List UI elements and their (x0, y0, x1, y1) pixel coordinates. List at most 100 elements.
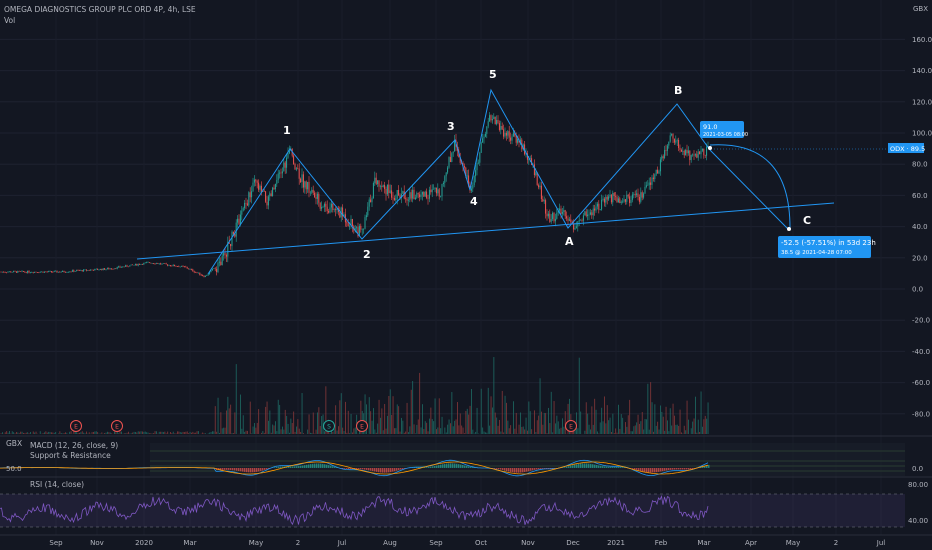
price-tick-label: -80.0 (912, 410, 930, 418)
candle-body (354, 228, 356, 231)
volume-bar (374, 429, 376, 434)
volume-bar (486, 432, 488, 434)
volume-bar (403, 432, 405, 434)
volume-bar (629, 399, 631, 434)
candle-body (346, 222, 348, 224)
volume-bar (578, 357, 580, 434)
earnings-badge-icon[interactable] (70, 420, 82, 432)
volume-bar (149, 433, 150, 434)
macd-histogram-bar (496, 468, 498, 469)
candle-body (409, 192, 411, 200)
time-tick-label: Nov (521, 539, 535, 547)
volume-bar (564, 411, 566, 434)
candle-body (517, 138, 519, 143)
macd-histogram-bar (522, 468, 524, 473)
candle-body (343, 214, 345, 217)
volume-bar (548, 407, 549, 434)
last-point-marker (708, 146, 712, 150)
volume-bar (345, 401, 346, 434)
macd-histogram-bar (356, 468, 358, 470)
candle-body (463, 165, 465, 168)
macd-histogram-bar (662, 468, 664, 472)
macd-histogram-bar (536, 468, 538, 470)
macd-histogram-bar (432, 466, 434, 468)
volume-bar (685, 430, 687, 434)
time-axis[interactable]: Sep Nov 2020 Mar May 2 Jul Aug Sep Oct Nov Dec 2021 F… (49, 539, 885, 547)
volume-bar (244, 431, 246, 434)
earnings-badge-icon[interactable] (356, 420, 368, 432)
volume-bar (485, 432, 486, 434)
candle-body (307, 181, 309, 190)
candle-body (459, 157, 461, 163)
volume-bar (489, 425, 491, 434)
volume-bar (251, 433, 253, 434)
candle-body (286, 157, 288, 168)
candle-body (367, 206, 369, 216)
earnings-badge-icon[interactable] (565, 420, 577, 432)
candle-body (647, 185, 649, 186)
macd-histogram-bar (424, 467, 426, 468)
candle-body (120, 267, 122, 268)
volume-bar (107, 431, 108, 434)
candle-body (176, 266, 178, 267)
volume-bar (543, 412, 545, 434)
earnings-badge-icon[interactable] (111, 420, 123, 432)
candle-body (406, 198, 408, 201)
volume-bar (240, 394, 241, 434)
macd-histogram-bar (250, 468, 252, 473)
candle-body (182, 265, 184, 267)
macd-histogram-bar (674, 468, 676, 470)
candle-body (231, 231, 233, 247)
candle-body (678, 139, 680, 148)
macd-histogram-bar (526, 468, 528, 472)
volume-bar (640, 421, 642, 434)
candle-body (669, 135, 671, 142)
volume-bar (433, 421, 435, 434)
candle-body (515, 135, 517, 143)
volume-bar (51, 432, 52, 434)
volume-bar (167, 431, 169, 434)
volume-bar (702, 426, 703, 434)
volume-bar (128, 431, 129, 434)
candle-body (158, 263, 160, 265)
volume-bar (559, 428, 561, 434)
split-badge-icon[interactable] (323, 420, 335, 432)
volume-bar (272, 424, 274, 434)
candle-body (130, 264, 132, 266)
volume-bar (214, 406, 216, 434)
volume-bar (52, 432, 54, 434)
candle-body (440, 196, 442, 198)
volume-bar (364, 394, 366, 434)
macd-histogram-bar (234, 468, 236, 471)
rsi-band (0, 494, 905, 527)
volume-bar (438, 398, 440, 434)
volume-bar (196, 431, 198, 434)
candle-body (514, 132, 516, 136)
candle-body (127, 266, 129, 268)
time-tick-label: Mar (183, 539, 196, 547)
price-tick-label: 80.0 (912, 161, 928, 169)
macd-histogram-bar (704, 465, 706, 468)
candle-body (301, 174, 303, 183)
volume-bar (359, 430, 360, 434)
candle-body (281, 171, 283, 174)
volume-bar (606, 405, 608, 434)
volume-bar (119, 431, 121, 434)
candle-body (6, 272, 8, 273)
volume-bar (39, 431, 41, 434)
macd-title: MACD (12, 26, close, 9) (30, 441, 118, 450)
volume-bar (23, 432, 24, 434)
volume-bar (18, 433, 20, 434)
candle-body (99, 268, 101, 270)
volume-bar (490, 396, 492, 434)
candle-body (498, 123, 500, 130)
candle-body (582, 215, 584, 221)
volume-bar (697, 419, 699, 434)
time-tick-label: Dec (566, 539, 580, 547)
candle-body (20, 271, 22, 272)
price-axis[interactable]: 160.0 140.0 120.0 100.0 80.0 60.0 40.0 20.0 0.0 -… (912, 36, 932, 418)
volume-bar (226, 410, 227, 434)
candle-body (496, 120, 498, 125)
macd-histogram-bar (596, 465, 598, 468)
